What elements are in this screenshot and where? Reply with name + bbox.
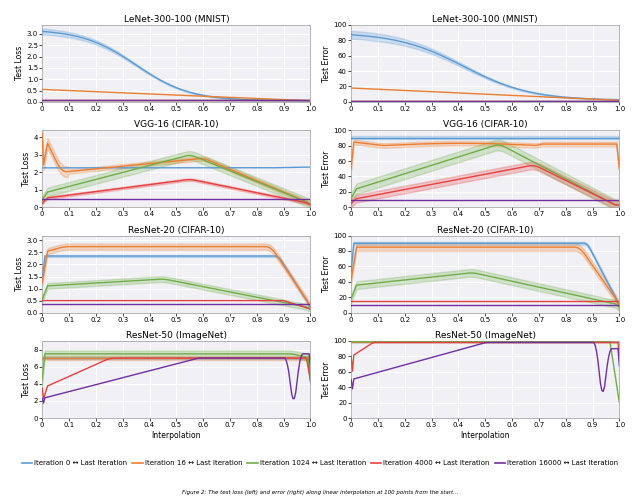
Title: ResNet-50 (ImageNet): ResNet-50 (ImageNet) (435, 331, 536, 340)
Y-axis label: Test Loss: Test Loss (22, 362, 31, 396)
Y-axis label: Test Error: Test Error (322, 362, 331, 398)
Title: ResNet-20 (CIFAR-10): ResNet-20 (CIFAR-10) (128, 226, 225, 235)
Title: ResNet-20 (CIFAR-10): ResNet-20 (CIFAR-10) (437, 226, 534, 235)
Y-axis label: Test Loss: Test Loss (15, 46, 24, 80)
X-axis label: Interpolation: Interpolation (461, 431, 510, 440)
Y-axis label: Test Error: Test Error (322, 150, 331, 187)
Y-axis label: Test Loss: Test Loss (15, 257, 24, 291)
Title: LeNet-300-100 (MNIST): LeNet-300-100 (MNIST) (433, 15, 538, 24)
X-axis label: Interpolation: Interpolation (152, 431, 201, 440)
Title: VGG-16 (CIFAR-10): VGG-16 (CIFAR-10) (134, 120, 219, 130)
Title: VGG-16 (CIFAR-10): VGG-16 (CIFAR-10) (443, 120, 527, 130)
Title: LeNet-300-100 (MNIST): LeNet-300-100 (MNIST) (124, 15, 229, 24)
Title: ResNet-50 (ImageNet): ResNet-50 (ImageNet) (126, 331, 227, 340)
Y-axis label: Test Error: Test Error (322, 256, 331, 292)
Legend: Iteration 0 ↔ Last Iteration, Iteration 16 ↔ Last Iteration, Iteration 1024 ↔ La: Iteration 0 ↔ Last Iteration, Iteration … (19, 458, 621, 469)
Text: Figure 2: The test loss (left) and error (right) along linear interpolation at 1: Figure 2: The test loss (left) and error… (182, 490, 458, 495)
Y-axis label: Test Loss: Test Loss (22, 152, 31, 186)
Y-axis label: Test Error: Test Error (322, 45, 331, 82)
